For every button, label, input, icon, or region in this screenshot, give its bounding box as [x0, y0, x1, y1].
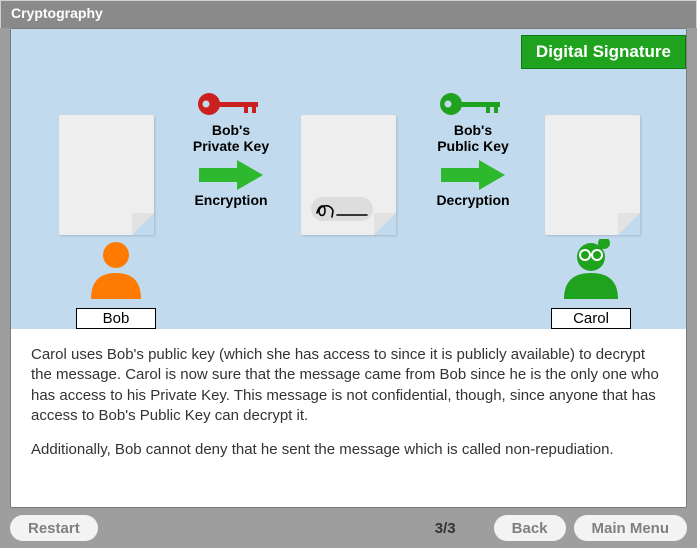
- person-bob-icon: [81, 239, 151, 299]
- arrow-right-icon: [199, 160, 263, 190]
- main-menu-button[interactable]: Main Menu: [574, 515, 688, 541]
- content-area: Digital Signature: [10, 28, 687, 508]
- encryption-label: Encryption: [161, 192, 301, 208]
- arrow-right-icon: [441, 160, 505, 190]
- page-indicator: 3/3: [435, 520, 456, 537]
- plaintext-document-icon: [59, 115, 154, 235]
- public-key-label: Bob's Public Key: [403, 122, 543, 154]
- diagram-panel: Digital Signature: [11, 29, 686, 329]
- back-button[interactable]: Back: [494, 515, 566, 541]
- decryption-label: Decryption: [403, 192, 543, 208]
- decryption-step: Bob's Public Key Decryption: [403, 91, 543, 208]
- explanation-panel: Carol uses Bob's public key (which she h…: [11, 329, 686, 507]
- explanation-paragraph-1: Carol uses Bob's public key (which she h…: [31, 345, 666, 426]
- receiver-name-label: Carol: [551, 308, 631, 329]
- receiver-person: Carol: [536, 239, 646, 329]
- private-key-icon: [196, 91, 266, 117]
- app-frame: Cryptography Digital Signature: [0, 0, 697, 548]
- explanation-paragraph-2: Additionally, Bob cannot deny that he se…: [31, 440, 666, 460]
- topic-badge: Digital Signature: [521, 35, 686, 69]
- decrypted-document-icon: [545, 115, 640, 235]
- encryption-step: Bob's Private Key Encryption: [161, 91, 301, 208]
- public-key-icon: [438, 91, 508, 117]
- signed-document-icon: [301, 115, 396, 235]
- title-bar: Cryptography: [0, 0, 697, 28]
- app-title: Cryptography: [11, 5, 103, 21]
- sender-person: Bob: [61, 239, 171, 329]
- signature-icon: [311, 197, 373, 221]
- bottom-nav-bar: Restart 3/3 Back Main Menu: [0, 508, 697, 548]
- restart-button[interactable]: Restart: [10, 515, 98, 541]
- person-carol-icon: [556, 239, 626, 299]
- sender-name-label: Bob: [76, 308, 156, 329]
- private-key-label: Bob's Private Key: [161, 122, 301, 154]
